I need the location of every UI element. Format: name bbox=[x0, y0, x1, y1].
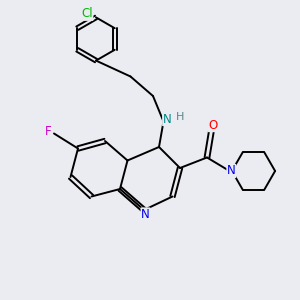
Text: F: F bbox=[45, 124, 52, 138]
Text: N: N bbox=[163, 112, 172, 126]
Text: N: N bbox=[227, 164, 236, 178]
Text: Cl: Cl bbox=[81, 7, 93, 20]
Text: H: H bbox=[176, 112, 184, 122]
Text: N: N bbox=[141, 208, 150, 221]
Text: O: O bbox=[208, 118, 217, 132]
